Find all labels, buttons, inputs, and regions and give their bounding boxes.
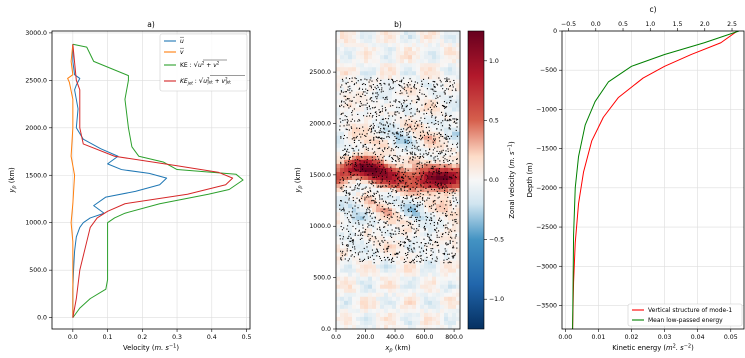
panel-c-grid — [562, 30, 744, 329]
panel-a: 0.0 0.1 0.2 0.3 0.4 0.5 0.0 500.0 1000.0 1500.0 2… — [8, 20, 252, 352]
panel-b-title: b) — [394, 20, 402, 29]
panel-c-xtick-label: 0.04 — [691, 334, 705, 341]
panel-a-lines — [67, 43, 244, 318]
legend-label-v: v — [180, 49, 184, 56]
panel-c-lines — [572, 31, 740, 329]
legend-label-mode1: Vertical structure of mode-1 — [648, 307, 732, 314]
legend-label-ke: KE : √u2 + v2 — [180, 61, 220, 70]
panel-c-ytick-label: −500 — [540, 67, 557, 74]
panel-b-particles — [339, 77, 459, 264]
panel-a-series-line-3 — [72, 44, 234, 318]
panel-c-frame — [562, 31, 744, 329]
panel-a-grid — [52, 31, 250, 329]
panel-c-xlabel: Kinetic energy (m2. s−2) — [612, 344, 694, 353]
panel-c-ytick-label: −2000 — [536, 185, 557, 192]
panel-c-yticks: −3500 −3000 −2500 −2000 −1500 −1000 −500 0 — [536, 28, 562, 309]
panel-c: 0.00 0.01 0.02 0.03 0.04 0.05 −0.5 0.0 0.5 1.0 1.… — [526, 5, 745, 353]
panel-a-xticks: 0.0 0.1 0.2 0.3 0.4 0.5 — [68, 329, 252, 341]
colorbar-ticks: −1.0 −0.5 0.0 0.5 1.0 — [484, 58, 504, 303]
panel-b-ytick-label: 2500.0 — [309, 69, 331, 76]
panel-b-xtick-label: 0.0 — [331, 334, 341, 341]
panel-c-series-line-1 — [572, 31, 740, 329]
panel-c-top-tick-label: 0.0 — [591, 21, 601, 28]
panel-b-xlabel: xp (km) — [384, 344, 411, 354]
panel-c-ytick-label: −1500 — [536, 146, 557, 153]
panel-c-top-tick-label: 2.0 — [700, 21, 710, 28]
panel-c-top-tick-label: 1.0 — [645, 21, 655, 28]
panel-a-xtick-label: 0.4 — [207, 334, 217, 341]
colorbar-tick-label: 0.0 — [489, 177, 499, 184]
panel-b-heatmap — [336, 31, 460, 329]
panel-a-legend: u v KE : √u2 + v2 KEjet : √u2 jet + v2 jet — [159, 33, 248, 92]
panel-b-xtick-label: 400.0 — [386, 334, 404, 341]
panel-b-xtick-label: 600.0 — [416, 334, 434, 341]
panel-c-top-ticks: −0.5 0.0 0.5 1.0 1.5 2.0 2.5 — [561, 21, 737, 31]
panel-c-top-tick-label: 0.5 — [618, 21, 628, 28]
panel-b-yticks: 0.0 500.0 1000.0 1500.0 2000.0 2500.0 — [309, 69, 336, 333]
legend-label-kejet: KEjet : √u2 jet + v2 jet — [180, 77, 231, 86]
colorbar-tick-label: 0.5 — [489, 117, 499, 124]
panel-c-ylabel: Depth (m) — [526, 162, 534, 197]
panel-b: 0.0 200.0 400.0 600.0 800.0 0.0 500.0 1000.0 15… — [294, 20, 516, 354]
panel-a-xtick-label: 0.2 — [137, 334, 147, 341]
panel-a-ylabel: yp (km) — [8, 167, 18, 194]
panel-a-xtick-label: 0.3 — [172, 334, 182, 341]
colorbar-label: Zonal velocity (m. s−1) — [508, 141, 517, 219]
panel-c-ytick-label: 0 — [553, 28, 557, 35]
legend-label-lowpass: Mean low-passed energy — [648, 317, 723, 324]
panel-c-ytick-label: −3000 — [536, 263, 557, 270]
panel-a-series-line-2 — [72, 43, 244, 318]
panel-c-top-tick-label: 2.5 — [727, 21, 737, 28]
panel-c-ytick-label: −2500 — [536, 224, 557, 231]
panel-c-top-tick-label: 1.5 — [673, 21, 683, 28]
panel-c-xtick-label: 0.03 — [658, 334, 672, 341]
panel-c-legend: Vertical structure of mode-1 Mean low-pa… — [627, 303, 743, 327]
panel-b-ytick-label: 0.0 — [321, 326, 331, 333]
panel-c-xtick-label: 0.01 — [592, 334, 606, 341]
panel-c-xtick-label: 0.00 — [558, 334, 572, 341]
panel-b-ylabel: yp (km) — [294, 167, 304, 194]
panel-a-ytick-label: 3000.0 — [25, 30, 47, 37]
panel-a-ytick-label: 0.0 — [37, 315, 47, 322]
panel-b-ytick-label: 1000.0 — [309, 223, 331, 230]
panel-a-yticks: 0.0 500.0 1000.0 1500.0 2000.0 2500.0 3000.0 — [25, 30, 52, 322]
panel-a-ytick-label: 2000.0 — [25, 125, 47, 132]
panel-a-series-line-1 — [67, 44, 76, 318]
panel-b-ytick-label: 1500.0 — [309, 172, 331, 179]
panel-a-ytick-label: 2500.0 — [25, 77, 47, 84]
panel-c-xtick-label: 0.02 — [625, 334, 639, 341]
panel-a-ytick-label: 500.0 — [29, 267, 47, 274]
panel-a-xlabel: Velocity (m. s−1) — [123, 344, 179, 353]
panel-c-legend-box — [627, 303, 743, 327]
colorbar-tick-label: −1.0 — [489, 296, 504, 303]
panel-b-xticks: 0.0 200.0 400.0 600.0 800.0 — [331, 329, 463, 341]
panel-b-ytick-label: 2000.0 — [309, 120, 331, 127]
panel-c-title: c) — [649, 5, 656, 14]
panel-a-xtick-label: 0.1 — [103, 334, 113, 341]
panel-c-ytick-label: −1000 — [536, 106, 557, 113]
colorbar-tick-label: 1.0 — [489, 58, 499, 65]
panel-a-series-line-0 — [72, 44, 168, 318]
legend-label-u: u — [180, 38, 184, 45]
colorbar — [467, 30, 485, 330]
panel-b-ytick-label: 500.0 — [313, 275, 331, 282]
panel-b-xtick-label: 800.0 — [445, 334, 463, 341]
panel-a-title: a) — [147, 20, 155, 29]
panel-c-xticks: 0.00 0.01 0.02 0.03 0.04 0.05 — [558, 329, 738, 341]
panel-a-xtick-label: 0.5 — [242, 334, 252, 341]
panel-c-ytick-label: −3500 — [536, 302, 557, 309]
panel-a-ytick-label: 1000.0 — [25, 220, 47, 227]
panel-c-xtick-label: 0.05 — [724, 334, 738, 341]
panel-a-xtick-label: 0.0 — [68, 334, 78, 341]
panel-c-series-line-0 — [572, 31, 738, 329]
panel-c-top-tick-label: −0.5 — [561, 21, 576, 28]
panel-a-ytick-label: 1500.0 — [25, 172, 47, 179]
panel-b-xtick-label: 200.0 — [357, 334, 375, 341]
colorbar-tick-label: −0.5 — [489, 237, 504, 244]
